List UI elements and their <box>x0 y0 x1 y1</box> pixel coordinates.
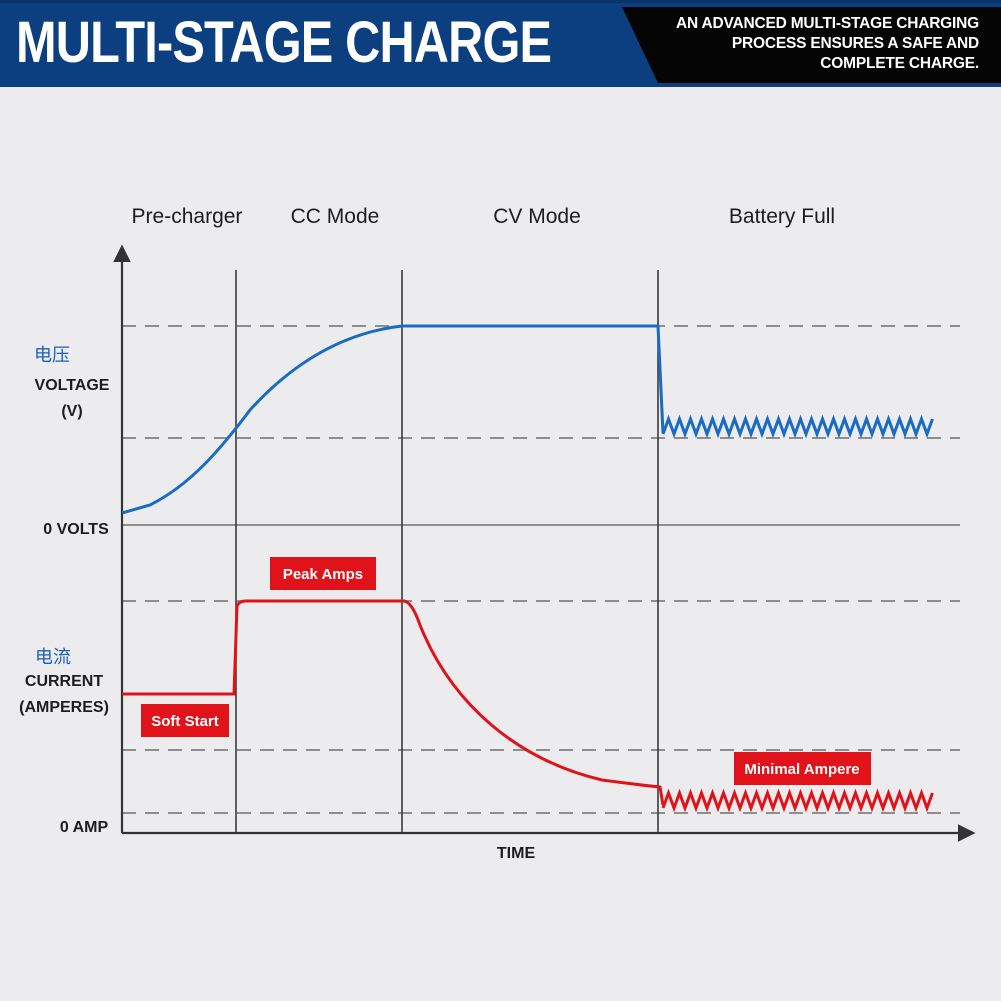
current-label: CURRENT <box>25 673 103 690</box>
zero-volts-label: 0 VOLTS <box>43 521 109 538</box>
tagline-line-3: COMPLETE CHARGE. <box>820 55 979 72</box>
callout-soft-start: Soft Start <box>141 704 229 737</box>
voltage-curve <box>121 324 665 515</box>
stage-label-battery-full: Battery Full <box>729 205 835 228</box>
banner-top-rule <box>0 0 1001 3</box>
callout-soft-start-box <box>141 704 229 737</box>
tagline-panel <box>622 7 1001 83</box>
callout-minimal-ampere-text: Minimal Ampere <box>744 761 859 778</box>
voltage-label-cn: 电压 <box>34 345 70 366</box>
callout-soft-start-text: Soft Start <box>151 713 219 730</box>
tagline: AN ADVANCED MULTI-STAGE CHARGING PROCESS… <box>639 14 979 74</box>
tagline-line-2: PROCESS ENSURES A SAFE AND <box>731 35 979 52</box>
reference-lines <box>122 325 960 814</box>
stage-label-precharger: Pre-charger <box>132 205 243 228</box>
callout-peak-amps-box <box>270 557 376 590</box>
current-curve <box>122 599 665 806</box>
callout-peak-amps: Peak Amps <box>270 557 376 590</box>
callout-minimal-ampere-box <box>734 752 871 785</box>
time-label: TIME <box>497 845 536 862</box>
page-title: MULTI-STAGE CHARGE <box>16 10 552 75</box>
current-minimal-ripple <box>661 788 934 813</box>
tagline-line-1: AN ADVANCED MULTI-STAGE CHARGING <box>675 15 979 32</box>
voltage-label: VOLTAGE <box>35 377 110 394</box>
voltage-float-ripple <box>661 414 934 439</box>
callout-peak-amps-text: Peak Amps <box>283 566 363 583</box>
current-label-cn: 电流 <box>35 647 71 668</box>
stage-label-cv-mode: CV Mode <box>493 205 581 228</box>
stage-dividers <box>235 270 659 833</box>
header-banner: MULTI-STAGE CHARGE AN ADVANCED MULTI-STA… <box>0 0 1001 87</box>
stage-label-cc-mode: CC Mode <box>291 205 380 228</box>
voltage-unit: (V) <box>61 403 82 420</box>
current-unit: (AMPERES) <box>19 699 109 716</box>
zero-amp-label: 0 AMP <box>60 819 109 836</box>
callout-minimal-ampere: Minimal Ampere <box>734 752 871 785</box>
